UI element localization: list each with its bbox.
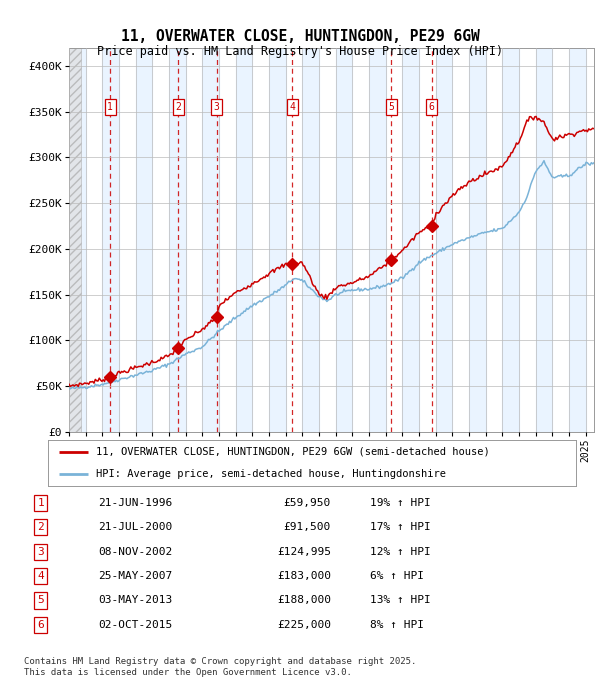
Text: Contains HM Land Registry data © Crown copyright and database right 2025.
This d: Contains HM Land Registry data © Crown c…: [24, 657, 416, 677]
Bar: [69, 48, 86, 432]
Text: 1: 1: [37, 498, 44, 508]
Bar: [269, 48, 286, 432]
Text: 03-MAY-2013: 03-MAY-2013: [98, 596, 173, 605]
Bar: [469, 48, 485, 432]
Text: 11, OVERWATER CLOSE, HUNTINGDON, PE29 6GW: 11, OVERWATER CLOSE, HUNTINGDON, PE29 6G…: [121, 29, 479, 44]
Bar: [369, 48, 386, 432]
Text: 4: 4: [37, 571, 44, 581]
Text: 6: 6: [37, 620, 44, 630]
Bar: [136, 48, 152, 432]
Bar: [302, 48, 319, 432]
Text: 12% ↑ HPI: 12% ↑ HPI: [370, 547, 431, 557]
Bar: [169, 48, 185, 432]
Text: 13% ↑ HPI: 13% ↑ HPI: [370, 596, 431, 605]
Text: 1: 1: [107, 102, 113, 112]
Text: 02-OCT-2015: 02-OCT-2015: [98, 620, 173, 630]
Bar: [236, 48, 253, 432]
Text: 08-NOV-2002: 08-NOV-2002: [98, 547, 173, 557]
Text: 21-JUN-1996: 21-JUN-1996: [98, 498, 173, 508]
Text: 2: 2: [175, 102, 181, 112]
Text: 8% ↑ HPI: 8% ↑ HPI: [370, 620, 424, 630]
Text: 21-JUL-2000: 21-JUL-2000: [98, 522, 173, 532]
Bar: [536, 48, 553, 432]
Text: Price paid vs. HM Land Registry's House Price Index (HPI): Price paid vs. HM Land Registry's House …: [97, 45, 503, 58]
Text: 2: 2: [37, 522, 44, 532]
Text: 6: 6: [428, 102, 434, 112]
Text: £59,950: £59,950: [284, 498, 331, 508]
Bar: [502, 48, 519, 432]
Bar: [436, 48, 452, 432]
Text: 19% ↑ HPI: 19% ↑ HPI: [370, 498, 431, 508]
Text: 25-MAY-2007: 25-MAY-2007: [98, 571, 173, 581]
Text: £188,000: £188,000: [277, 596, 331, 605]
Text: £124,995: £124,995: [277, 547, 331, 557]
Text: 5: 5: [37, 596, 44, 605]
Text: HPI: Average price, semi-detached house, Huntingdonshire: HPI: Average price, semi-detached house,…: [95, 469, 446, 479]
Bar: [103, 48, 119, 432]
Bar: [335, 48, 352, 432]
Text: £225,000: £225,000: [277, 620, 331, 630]
Text: 5: 5: [388, 102, 394, 112]
Text: 4: 4: [289, 102, 295, 112]
Text: £183,000: £183,000: [277, 571, 331, 581]
Text: £91,500: £91,500: [284, 522, 331, 532]
Bar: [69, 48, 80, 432]
Text: 3: 3: [37, 547, 44, 557]
Text: 6% ↑ HPI: 6% ↑ HPI: [370, 571, 424, 581]
Text: 11, OVERWATER CLOSE, HUNTINGDON, PE29 6GW (semi-detached house): 11, OVERWATER CLOSE, HUNTINGDON, PE29 6G…: [95, 447, 489, 457]
Bar: [569, 48, 586, 432]
Bar: [202, 48, 219, 432]
Text: 3: 3: [214, 102, 220, 112]
Text: 17% ↑ HPI: 17% ↑ HPI: [370, 522, 431, 532]
Bar: [403, 48, 419, 432]
